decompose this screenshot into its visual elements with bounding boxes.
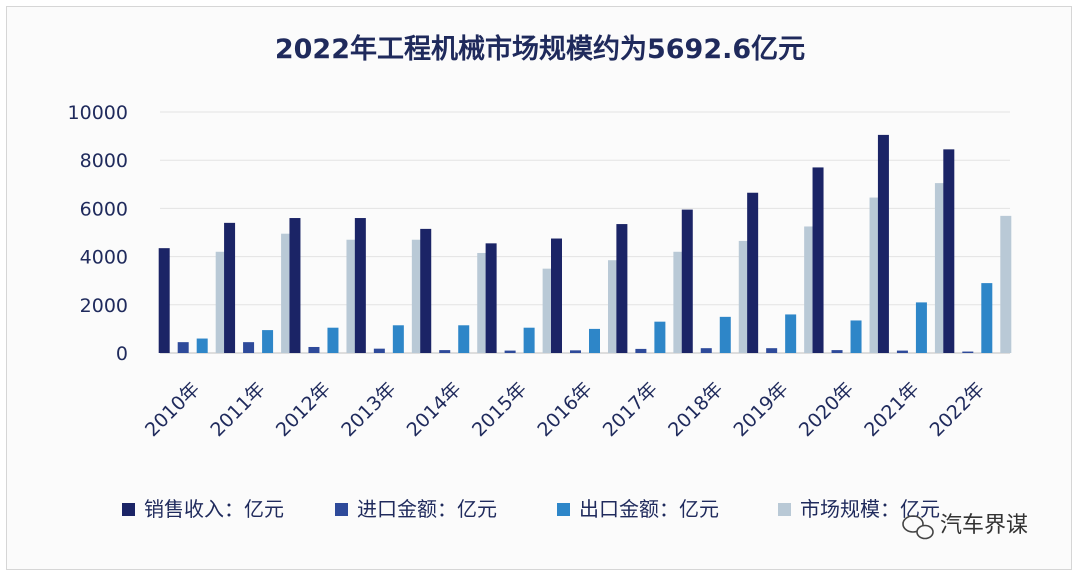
chart-title: 2022年工程机械市场规模约为5692.6亿元 (275, 33, 805, 65)
x-tick-label: 2018年 (664, 378, 727, 441)
bar (934, 183, 946, 353)
bar (681, 209, 693, 353)
bar (831, 350, 843, 353)
wechat-watermark: 汽车界谋 (902, 513, 1028, 540)
bar (327, 327, 339, 353)
bar (420, 228, 432, 353)
bar (943, 149, 955, 353)
x-tick-label: 2014年 (403, 378, 466, 441)
wechat-label: 汽车界谋 (940, 513, 1028, 538)
bar (458, 325, 470, 353)
bar (804, 226, 816, 353)
bar (289, 218, 301, 353)
bar (542, 268, 554, 353)
bar (747, 192, 759, 353)
legend-swatch (122, 503, 135, 516)
wechat-icon (902, 515, 934, 540)
x-tick-label: 2016年 (533, 378, 596, 441)
legend: 销售收入：亿元 进口金额：亿元 出口金额：亿元 市场规模：亿元 (122, 497, 940, 521)
y-tick-label: 10000 (68, 102, 128, 124)
bar (915, 302, 927, 353)
bar (224, 222, 236, 353)
bar (719, 316, 731, 353)
bar (439, 350, 451, 353)
bar (504, 350, 516, 353)
bar (812, 167, 824, 353)
bar (589, 328, 600, 353)
bar (785, 314, 797, 353)
y-tick-label: 0 (116, 343, 128, 365)
bar (896, 350, 908, 353)
bar (523, 327, 535, 353)
bar (551, 238, 562, 353)
x-tick-label: 2022年 (926, 378, 989, 441)
bar (869, 197, 881, 353)
y-tick-label: 8000 (80, 150, 128, 172)
y-tick-label: 4000 (80, 247, 128, 269)
bars (158, 134, 1012, 353)
bar (373, 348, 385, 353)
bar (158, 248, 170, 353)
bar (346, 239, 358, 353)
y-tick-label: 6000 (80, 198, 128, 220)
x-tick-label: 2012年 (272, 378, 335, 441)
bar (177, 342, 189, 353)
chart-frame (6, 6, 1072, 570)
bar (392, 325, 404, 353)
bar (196, 338, 208, 353)
bar (616, 224, 628, 353)
legend-swatch (557, 503, 570, 516)
bar (635, 348, 647, 353)
bar (262, 330, 274, 353)
bar (673, 251, 685, 353)
legend-swatch (335, 503, 348, 516)
legend-swatch (778, 503, 791, 516)
bar (477, 252, 489, 353)
x-tick-label: 2015年 (468, 378, 531, 441)
bar (981, 283, 993, 353)
x-tick-label: 2017年 (599, 378, 662, 441)
bar (654, 321, 666, 353)
gridlines (160, 111, 1010, 354)
x-tick-label: 2013年 (337, 378, 400, 441)
bar (354, 218, 366, 353)
bar (850, 320, 862, 353)
bar (766, 348, 778, 353)
bar (608, 260, 619, 353)
bar (738, 240, 750, 353)
x-tick-label: 2019年 (730, 378, 793, 441)
y-tick-label: 2000 (80, 295, 128, 317)
bar (308, 346, 320, 353)
bar (215, 251, 227, 353)
x-axis-ticks: 2010年 2011年 2012年 2013年 2014年 2015年 2016年 2017年… (141, 378, 989, 441)
bar (962, 351, 974, 353)
legend-label: 销售收入：亿元 (144, 497, 284, 521)
y-axis-ticks: 0 2000 4000 6000 8000 10000 (68, 102, 128, 365)
legend-label: 进口金额：亿元 (357, 497, 497, 521)
bar (700, 348, 712, 353)
x-tick-label: 2021年 (860, 378, 923, 441)
bar (243, 342, 255, 353)
bar (485, 243, 497, 353)
bar (877, 134, 889, 353)
bar (570, 350, 581, 353)
x-tick-label: 2011年 (206, 378, 269, 441)
bar (1000, 215, 1012, 353)
x-tick-label: 2010年 (141, 378, 204, 441)
legend-label: 出口金额：亿元 (579, 497, 719, 521)
x-tick-label: 2020年 (795, 378, 858, 441)
bar (411, 239, 423, 353)
bar (281, 233, 293, 353)
